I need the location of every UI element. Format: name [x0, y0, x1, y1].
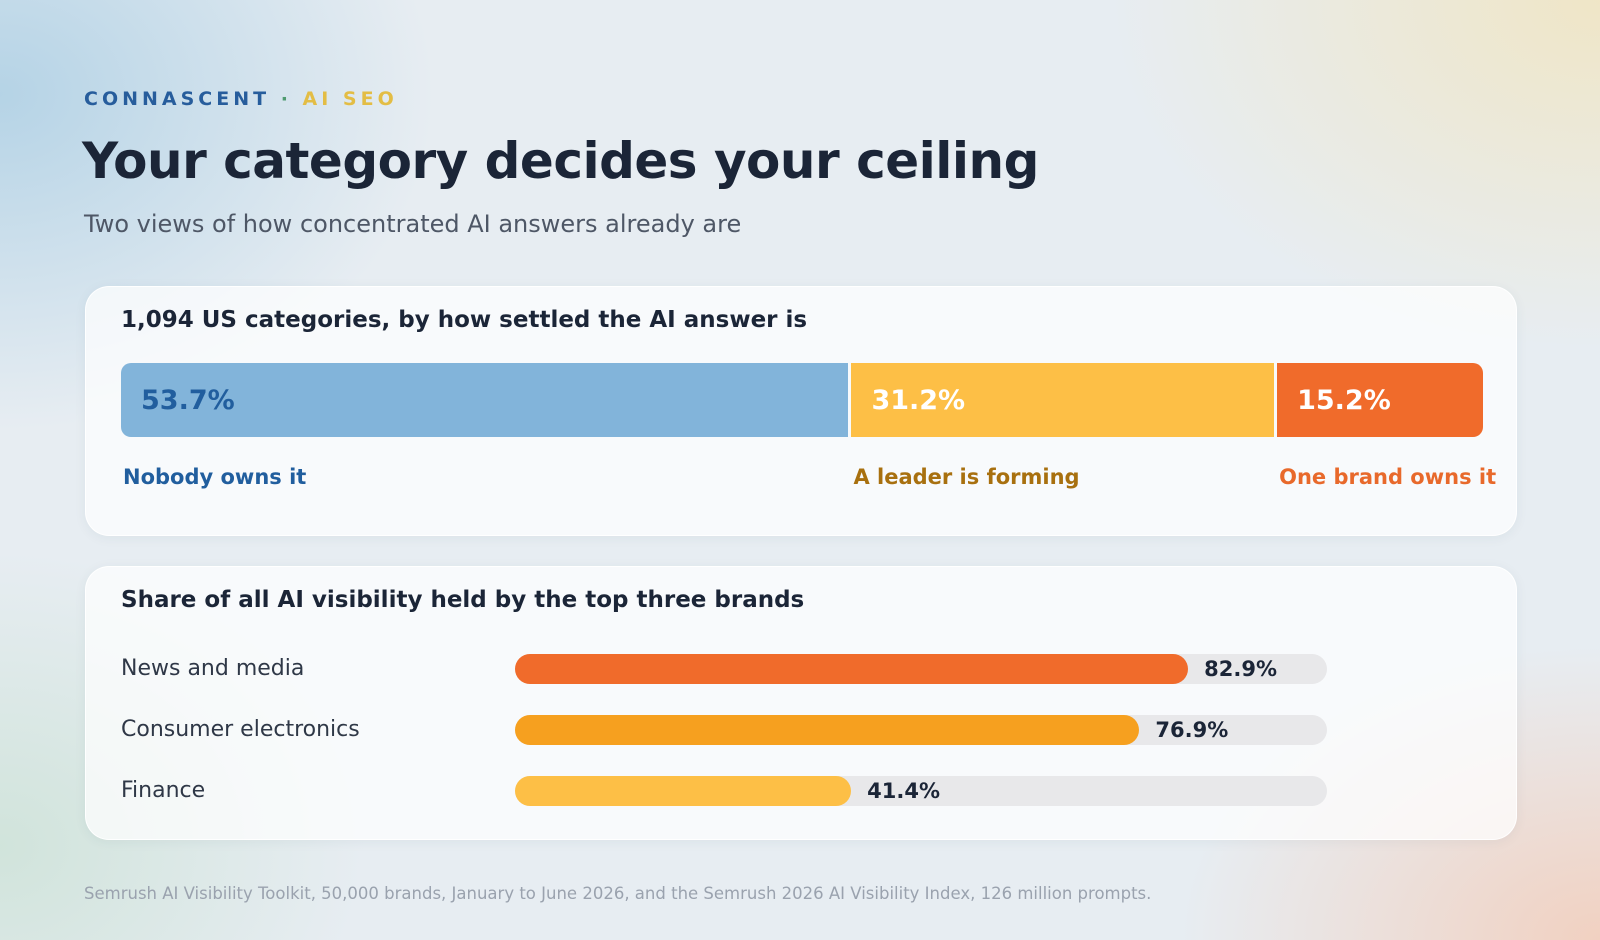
bar-value-label: 82.9% — [1204, 657, 1277, 681]
segment-label: Nobody owns it — [123, 465, 307, 489]
segment-label: A leader is forming — [853, 465, 1080, 489]
brand-name: CONNASCENT — [84, 88, 271, 110]
source-footnote: Semrush AI Visibility Toolkit, 50,000 br… — [84, 884, 1152, 903]
eyebrow-separator: · — [280, 88, 292, 110]
settled-categories-card: 1,094 US categories, by how settled the … — [85, 286, 1517, 536]
bar-value-label: 41.4% — [867, 779, 941, 803]
stack-segment: 31.2% — [851, 363, 1275, 437]
eyebrow: CONNASCENT · AI SEO — [84, 88, 398, 110]
bar-track — [515, 654, 1327, 684]
bar-fill — [515, 776, 852, 806]
bar-value-label: 76.9% — [1155, 718, 1229, 742]
bar-category-label: News and media — [121, 656, 305, 681]
stack-segment: 15.2% — [1277, 363, 1483, 437]
segment-value: 15.2% — [1297, 384, 1391, 416]
bar-track — [515, 715, 1327, 745]
segment-value: 31.2% — [871, 384, 966, 416]
bar-fill — [515, 654, 1189, 684]
bar-row: Consumer electronics 76.9% — [121, 714, 1327, 746]
eyebrow-section: AI SEO — [302, 88, 398, 110]
stack-segment: 53.7% — [121, 363, 849, 437]
page-subtitle: Two views of how concentrated AI answers… — [84, 210, 742, 238]
bar-category-label: Finance — [121, 778, 206, 803]
bar-row: News and media 82.9% — [121, 653, 1327, 685]
bar-track — [515, 776, 1327, 806]
stacked-bar: 53.7% 31.2% 15.2% — [121, 363, 1483, 437]
chart-title: 1,094 US categories, by how settled the … — [121, 307, 808, 333]
page-title: Your category decides your ceiling — [82, 132, 1039, 190]
bar-fill — [515, 715, 1140, 745]
top-three-share-card: Share of all AI visibility held by the t… — [85, 566, 1517, 840]
segment-value: 53.7% — [141, 384, 235, 416]
bar-row: Finance 41.4% — [121, 775, 1327, 807]
bar-category-label: Consumer electronics — [121, 717, 360, 742]
segment-label: One brand owns it — [1279, 465, 1497, 489]
chart-title: Share of all AI visibility held by the t… — [121, 587, 805, 613]
